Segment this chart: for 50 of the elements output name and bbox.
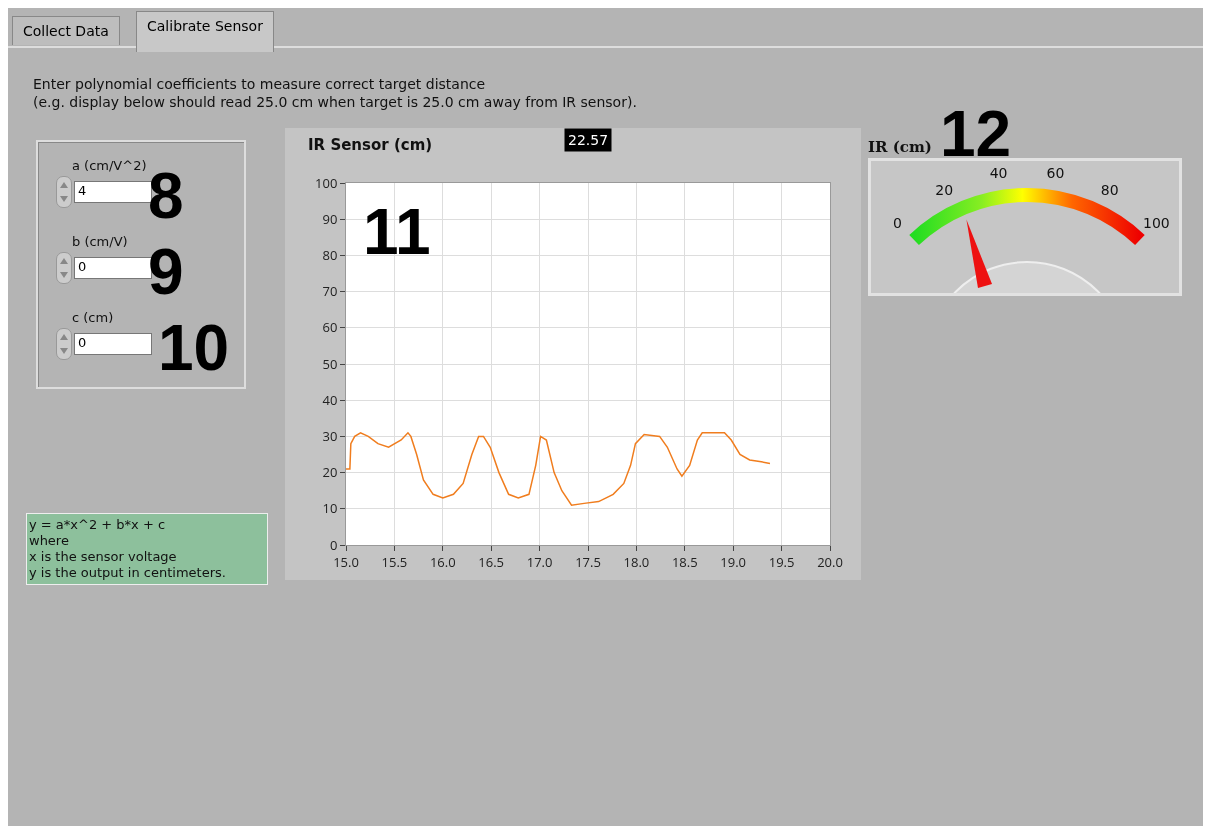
text: 10 <box>158 312 230 384</box>
x-tick-label: 18.0 <box>623 552 650 571</box>
text: IR (cm) <box>868 138 932 156</box>
y-tick-label: 60 <box>322 318 338 337</box>
x-tick-label: 18.5 <box>671 552 698 571</box>
y-tick-label: 0 <box>329 535 338 554</box>
text: 0 <box>893 214 903 231</box>
x-tick-label: 19.0 <box>720 552 747 571</box>
y-tick-label: 70 <box>322 282 338 301</box>
x-tick-label: 20.0 <box>817 552 843 571</box>
text: where <box>29 533 70 549</box>
text: c (cm) <box>72 310 114 325</box>
text: Enter polynomial coefficients to measure correct target distance <box>33 76 486 92</box>
text: 80 <box>1100 182 1119 199</box>
x-tick-label: 15.5 <box>381 552 408 571</box>
x-tick-label: 17.0 <box>526 552 553 571</box>
text: b (cm/V) <box>72 234 128 249</box>
text: 100 <box>1143 214 1170 231</box>
text: (e.g. display below should read 25.0 cm when target is 25.0 cm away from IR sensor). <box>33 94 637 110</box>
text: Calibrate Sensor <box>136 11 274 52</box>
text: 60 <box>1046 165 1065 182</box>
x-tick-label: 16.5 <box>478 552 505 571</box>
text: x is the sensor voltage <box>29 549 178 565</box>
text: 4 <box>78 183 87 198</box>
line-series <box>346 432 771 506</box>
x-tick-label: 15.0 <box>333 552 359 571</box>
x-tick-label: 17.5 <box>575 552 601 571</box>
y-tick-label: 10 <box>322 499 338 518</box>
text: 20 <box>935 182 954 199</box>
y-tick-label: 20 <box>322 463 338 482</box>
text: y = a*x^2 + b*x + c <box>29 517 167 533</box>
annotation: 11 <box>363 196 431 268</box>
text: y is the output in centimeters. <box>29 565 227 581</box>
y-tick-label: 40 <box>322 390 338 409</box>
chart-title: IR Sensor (cm) <box>308 135 433 154</box>
y-tick-label: 100 <box>315 173 338 192</box>
text: 0 <box>78 259 87 274</box>
text: 8 <box>148 160 184 232</box>
text: 22.57 <box>568 132 609 148</box>
text: Collect Data <box>12 16 120 45</box>
y-tick-label: 90 <box>322 209 338 228</box>
y-tick-label: 50 <box>322 354 338 373</box>
text: 0 <box>74 333 152 355</box>
x-tick-label: 16.0 <box>429 552 456 571</box>
y-tick-label: 30 <box>322 426 338 445</box>
text: a (cm/V^2) <box>72 158 147 173</box>
text: 9 <box>148 236 184 308</box>
text: 40 <box>989 165 1008 182</box>
y-tick-label: 80 <box>322 245 338 264</box>
x-tick-label: 19.5 <box>768 552 795 571</box>
